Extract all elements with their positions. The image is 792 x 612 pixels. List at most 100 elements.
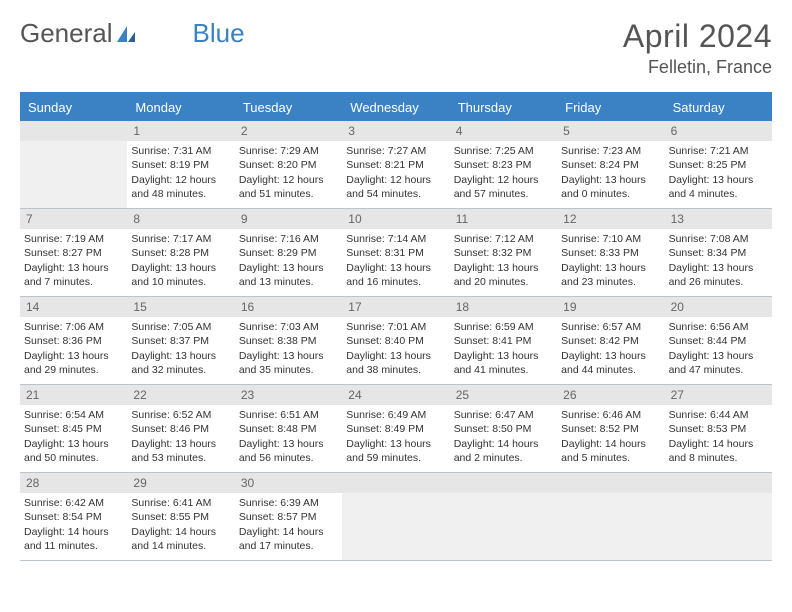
calendar-cell: 9Sunrise: 7:16 AMSunset: 8:29 PMDaylight… (235, 209, 342, 297)
calendar-cell: 29Sunrise: 6:41 AMSunset: 8:55 PMDayligh… (127, 473, 234, 561)
daynum-bar: 2 (235, 121, 342, 141)
calendar-cell (665, 473, 772, 561)
sunset-line: Sunset: 8:36 PM (24, 334, 123, 348)
calendar-cell (20, 121, 127, 209)
daylight-line: Daylight: 14 hours and 2 minutes. (454, 437, 553, 465)
daylight-line: Daylight: 13 hours and 44 minutes. (561, 349, 660, 377)
sunrise-line: Sunrise: 7:14 AM (346, 232, 445, 246)
sunset-line: Sunset: 8:31 PM (346, 246, 445, 260)
calendar-grid: SundayMondayTuesdayWednesdayThursdayFrid… (20, 92, 772, 561)
daylight-line: Daylight: 14 hours and 5 minutes. (561, 437, 660, 465)
sunrise-line: Sunrise: 7:23 AM (561, 144, 660, 158)
sunset-line: Sunset: 8:48 PM (239, 422, 338, 436)
sunrise-line: Sunrise: 7:12 AM (454, 232, 553, 246)
calendar-cell: 11Sunrise: 7:12 AMSunset: 8:32 PMDayligh… (450, 209, 557, 297)
sunset-line: Sunset: 8:33 PM (561, 246, 660, 260)
sunrise-line: Sunrise: 7:27 AM (346, 144, 445, 158)
calendar-cell: 14Sunrise: 7:06 AMSunset: 8:36 PMDayligh… (20, 297, 127, 385)
calendar-cell: 13Sunrise: 7:08 AMSunset: 8:34 PMDayligh… (665, 209, 772, 297)
calendar-cell: 20Sunrise: 6:56 AMSunset: 8:44 PMDayligh… (665, 297, 772, 385)
sunrise-line: Sunrise: 6:54 AM (24, 408, 123, 422)
sunset-line: Sunset: 8:52 PM (561, 422, 660, 436)
daylight-line: Daylight: 13 hours and 59 minutes. (346, 437, 445, 465)
sunrise-line: Sunrise: 7:25 AM (454, 144, 553, 158)
sunrise-line: Sunrise: 6:41 AM (131, 496, 230, 510)
calendar-cell: 10Sunrise: 7:14 AMSunset: 8:31 PMDayligh… (342, 209, 449, 297)
calendar-cell (557, 473, 664, 561)
sunrise-line: Sunrise: 7:16 AM (239, 232, 338, 246)
daynum-bar: 29 (127, 473, 234, 493)
calendar-cell: 8Sunrise: 7:17 AMSunset: 8:28 PMDaylight… (127, 209, 234, 297)
weekday-header: Thursday (450, 94, 557, 121)
sunset-line: Sunset: 8:23 PM (454, 158, 553, 172)
calendar-cell: 22Sunrise: 6:52 AMSunset: 8:46 PMDayligh… (127, 385, 234, 473)
sunrise-line: Sunrise: 6:56 AM (669, 320, 768, 334)
calendar-cell: 21Sunrise: 6:54 AMSunset: 8:45 PMDayligh… (20, 385, 127, 473)
logo: General Blue (20, 18, 245, 49)
calendar-cell (450, 473, 557, 561)
daynum-bar: 9 (235, 209, 342, 229)
sunset-line: Sunset: 8:45 PM (24, 422, 123, 436)
daynum-bar: 14 (20, 297, 127, 317)
weekday-header: Tuesday (235, 94, 342, 121)
daynum-bar: 30 (235, 473, 342, 493)
calendar-cell: 5Sunrise: 7:23 AMSunset: 8:24 PMDaylight… (557, 121, 664, 209)
sunrise-line: Sunrise: 6:52 AM (131, 408, 230, 422)
sunrise-line: Sunrise: 6:49 AM (346, 408, 445, 422)
calendar-cell (342, 473, 449, 561)
daynum-bar: 7 (20, 209, 127, 229)
daynum-bar: 27 (665, 385, 772, 405)
sunrise-line: Sunrise: 7:21 AM (669, 144, 768, 158)
sunset-line: Sunset: 8:50 PM (454, 422, 553, 436)
daylight-line: Daylight: 13 hours and 16 minutes. (346, 261, 445, 289)
daynum-bar: 24 (342, 385, 449, 405)
daylight-line: Daylight: 13 hours and 32 minutes. (131, 349, 230, 377)
daylight-line: Daylight: 13 hours and 26 minutes. (669, 261, 768, 289)
daylight-line: Daylight: 14 hours and 14 minutes. (131, 525, 230, 553)
sunrise-line: Sunrise: 7:10 AM (561, 232, 660, 246)
calendar-cell: 16Sunrise: 7:03 AMSunset: 8:38 PMDayligh… (235, 297, 342, 385)
weekday-header: Wednesday (342, 94, 449, 121)
sunset-line: Sunset: 8:25 PM (669, 158, 768, 172)
sunset-line: Sunset: 8:46 PM (131, 422, 230, 436)
sunrise-line: Sunrise: 6:42 AM (24, 496, 123, 510)
calendar-cell: 26Sunrise: 6:46 AMSunset: 8:52 PMDayligh… (557, 385, 664, 473)
daynum-bar-empty (665, 473, 772, 493)
daylight-line: Daylight: 12 hours and 54 minutes. (346, 173, 445, 201)
daylight-line: Daylight: 13 hours and 41 minutes. (454, 349, 553, 377)
daylight-line: Daylight: 13 hours and 23 minutes. (561, 261, 660, 289)
sunrise-line: Sunrise: 7:01 AM (346, 320, 445, 334)
daynum-bar: 8 (127, 209, 234, 229)
sunset-line: Sunset: 8:54 PM (24, 510, 123, 524)
daylight-line: Daylight: 13 hours and 38 minutes. (346, 349, 445, 377)
sunset-line: Sunset: 8:49 PM (346, 422, 445, 436)
daynum-bar: 4 (450, 121, 557, 141)
sunset-line: Sunset: 8:37 PM (131, 334, 230, 348)
sunset-line: Sunset: 8:24 PM (561, 158, 660, 172)
daynum-bar: 12 (557, 209, 664, 229)
sunrise-line: Sunrise: 7:05 AM (131, 320, 230, 334)
sunrise-line: Sunrise: 7:06 AM (24, 320, 123, 334)
calendar-cell: 2Sunrise: 7:29 AMSunset: 8:20 PMDaylight… (235, 121, 342, 209)
daylight-line: Daylight: 13 hours and 7 minutes. (24, 261, 123, 289)
daynum-bar: 3 (342, 121, 449, 141)
header: General Blue April 2024 Felletin, France (20, 18, 772, 78)
calendar-cell: 19Sunrise: 6:57 AMSunset: 8:42 PMDayligh… (557, 297, 664, 385)
weekday-header: Monday (127, 94, 234, 121)
calendar-cell: 17Sunrise: 7:01 AMSunset: 8:40 PMDayligh… (342, 297, 449, 385)
sunset-line: Sunset: 8:34 PM (669, 246, 768, 260)
daynum-bar: 11 (450, 209, 557, 229)
sunrise-line: Sunrise: 7:03 AM (239, 320, 338, 334)
daynum-bar: 16 (235, 297, 342, 317)
sunset-line: Sunset: 8:57 PM (239, 510, 338, 524)
sunrise-line: Sunrise: 7:08 AM (669, 232, 768, 246)
calendar-cell: 30Sunrise: 6:39 AMSunset: 8:57 PMDayligh… (235, 473, 342, 561)
calendar-cell: 25Sunrise: 6:47 AMSunset: 8:50 PMDayligh… (450, 385, 557, 473)
sunrise-line: Sunrise: 6:46 AM (561, 408, 660, 422)
daylight-line: Daylight: 14 hours and 11 minutes. (24, 525, 123, 553)
daylight-line: Daylight: 13 hours and 35 minutes. (239, 349, 338, 377)
sunrise-line: Sunrise: 6:47 AM (454, 408, 553, 422)
sunrise-line: Sunrise: 7:29 AM (239, 144, 338, 158)
sunset-line: Sunset: 8:53 PM (669, 422, 768, 436)
daylight-line: Daylight: 13 hours and 20 minutes. (454, 261, 553, 289)
